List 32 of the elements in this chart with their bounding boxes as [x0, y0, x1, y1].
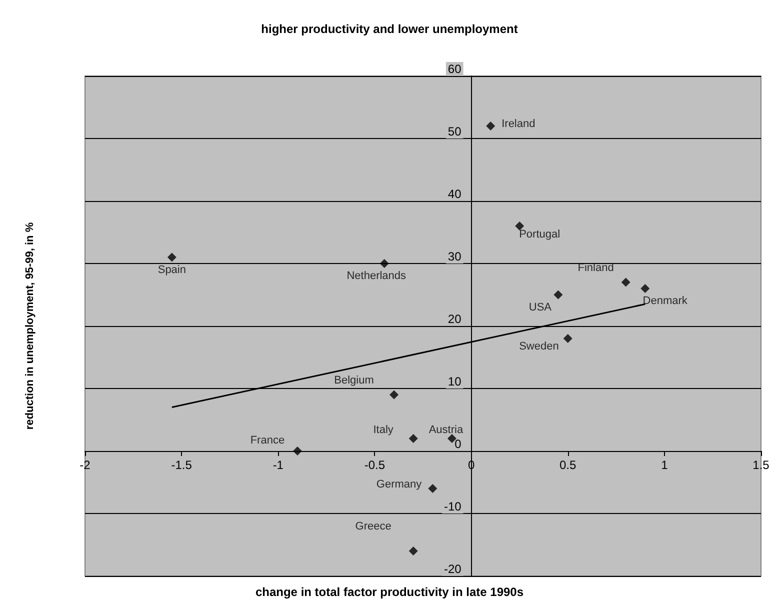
x-tick-label: 1.5 [752, 458, 770, 472]
annotation: Sweden [519, 340, 559, 352]
annotation: Denmark [642, 295, 688, 307]
y-tick-label: 20 [448, 312, 462, 326]
annotation: Germany [376, 478, 422, 490]
annotation: Austria [428, 424, 464, 436]
chart-title: higher productivity and lower unemployment [261, 22, 518, 36]
annotation: Greece [355, 520, 392, 532]
y-tick-label: -10 [444, 500, 462, 514]
y-tick-label: 0 [454, 437, 462, 451]
annotation: Portugal [519, 228, 560, 240]
x-tick-label: -1.5 [171, 458, 192, 472]
annotation: USA [528, 301, 552, 314]
y-tick-label: -20 [444, 562, 462, 576]
y-axis-title: reduction in unemployment, 95-99, in % [24, 222, 36, 430]
y-tick-label: 10 [448, 374, 462, 388]
annotation: Netherlands [346, 270, 407, 282]
annotation: Italy [373, 424, 394, 436]
x-tick-label: -0.5 [364, 458, 386, 472]
x-tick-label: 1 [661, 458, 668, 472]
annotation: Ireland [502, 118, 536, 130]
x-axis-title: change in total factor productivity in late 1990s [255, 585, 524, 599]
y-tick-label: 60 [448, 62, 462, 76]
x-tick-label: -2 [80, 458, 91, 472]
y-tick-label: 30 [448, 250, 462, 264]
annotation: Spain [158, 264, 186, 276]
y-tick-label: 50 [448, 124, 462, 138]
x-tick-label: -1 [272, 458, 284, 472]
y-tick-label: 40 [448, 187, 462, 201]
annotation: Belgium [334, 374, 374, 386]
x-tick-label: 0.5 [560, 458, 577, 472]
annotation: France [250, 434, 285, 446]
